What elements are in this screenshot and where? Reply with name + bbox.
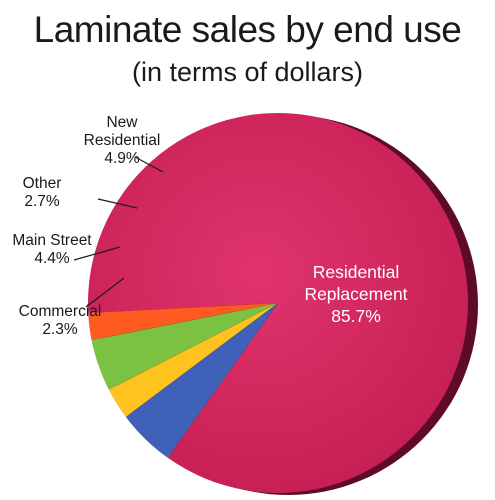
chart-subtitle: (in terms of dollars) [131, 57, 364, 87]
leader-line-commercial [85, 277, 125, 308]
slice-label-other: Other 2.7% [23, 175, 62, 210]
slice-label-main-street: Main Street 4.4% [12, 232, 92, 267]
leader-line-other [97, 198, 138, 209]
chart-title: Laminate sales by end use [33, 9, 462, 50]
pie-slice-other [108, 302, 279, 418]
slice-label-residential-replacement: Residential Replacement 85.7% [304, 262, 407, 326]
pie-slice-new-residential [125, 302, 279, 459]
slice-label-commercial: Commercial 2.3% [19, 303, 102, 338]
pie-slice-main-street [91, 302, 279, 391]
pie-slice-residential-replacement [87, 112, 468, 493]
pie-slice-commercial [87, 302, 279, 341]
leader-line-main-street [73, 246, 121, 261]
slice-label-new-residential: New Residential 4.9% [84, 114, 161, 167]
leader-line-new-residential [134, 156, 164, 173]
